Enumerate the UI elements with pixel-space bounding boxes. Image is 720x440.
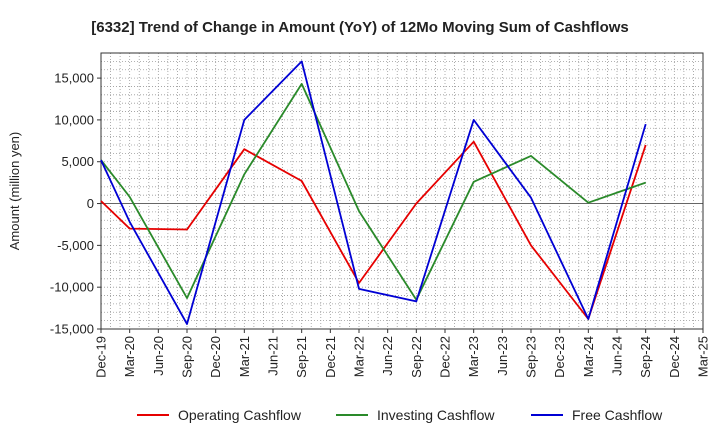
x-tick-label: Sep-22 bbox=[409, 336, 424, 378]
plot-background bbox=[101, 53, 703, 329]
x-tick-label: Sep-23 bbox=[524, 336, 539, 378]
x-tick-label: Jun-20 bbox=[151, 336, 166, 376]
x-tick-label: Jun-22 bbox=[380, 336, 395, 376]
x-tick-label: Jun-23 bbox=[495, 336, 510, 376]
plot-border bbox=[100, 52, 704, 330]
x-tick-label: Mar-25 bbox=[696, 336, 711, 377]
y-tick-label: -10,000 bbox=[50, 280, 94, 295]
series-line-free-cashflow bbox=[100, 60, 647, 325]
x-tick-label: Dec-24 bbox=[667, 336, 682, 378]
series-line-investing-cashflow bbox=[100, 83, 646, 301]
x-tick-label: Jun-21 bbox=[266, 336, 281, 376]
x-tick-label: Sep-20 bbox=[180, 336, 195, 378]
chart-title: [6332] Trend of Change in Amount (YoY) o… bbox=[91, 19, 629, 36]
x-tick-label: Mar-24 bbox=[581, 336, 596, 377]
x-tick-label: Mar-23 bbox=[466, 336, 481, 377]
x-tick-label: Mar-22 bbox=[352, 336, 367, 377]
x-tick-label: Dec-19 bbox=[94, 336, 109, 378]
y-tick-label: -5,000 bbox=[57, 238, 94, 253]
series-line-operating-cashflow bbox=[100, 140, 647, 320]
plot-area: -15,000 -10,000 -5,000 0 5,000 10,000 15,000 De… bbox=[50, 52, 711, 378]
x-tick-label: Dec-21 bbox=[323, 336, 338, 378]
legend-label: Investing Cashflow bbox=[377, 407, 495, 423]
x-tick-label: Dec-20 bbox=[208, 336, 223, 378]
y-axis-label: Amount (million yen) bbox=[7, 132, 22, 251]
x-tick-label: Dec-22 bbox=[438, 336, 453, 378]
x-tick-label: Dec-23 bbox=[552, 336, 567, 378]
y-tick-label: -15,000 bbox=[50, 322, 94, 337]
legend-label: Free Cashflow bbox=[572, 407, 663, 423]
x-tick-label: Mar-21 bbox=[237, 336, 252, 377]
y-tick-label: 10,000 bbox=[54, 112, 94, 127]
x-tick-label: Mar-20 bbox=[122, 336, 137, 377]
y-tick-label: 5,000 bbox=[61, 154, 94, 169]
x-tick-label: Jun-24 bbox=[610, 336, 625, 376]
legend: Operating Cashflow Investing Cashflow Free… bbox=[137, 407, 663, 423]
y-tick-label: 15,000 bbox=[54, 71, 94, 86]
y-tick-label: 0 bbox=[87, 196, 94, 211]
x-tick-label: Sep-24 bbox=[638, 336, 653, 378]
legend-label: Operating Cashflow bbox=[178, 407, 302, 423]
x-tick-label: Sep-21 bbox=[294, 336, 309, 378]
